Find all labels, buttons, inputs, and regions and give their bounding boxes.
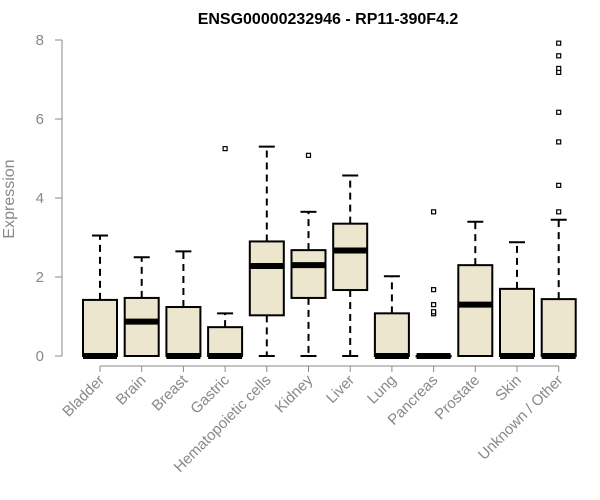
- x-tick-label-breast: Breast: [149, 371, 192, 414]
- box-skin: [499, 241, 535, 359]
- box-iqr: [499, 287, 535, 358]
- box-breast: [165, 250, 202, 359]
- box-iqr: [248, 240, 285, 317]
- box-iqr: [332, 222, 369, 292]
- outlier-point: [305, 152, 312, 158]
- outlier-point: [431, 209, 437, 215]
- x-tick-label-liver: Liver: [323, 372, 358, 407]
- outlier-point: [222, 146, 228, 152]
- box-iqr: [82, 298, 118, 358]
- outlier-point: [556, 65, 562, 72]
- y-tick-label: 0: [36, 348, 44, 365]
- y-tick-label: 2: [36, 269, 44, 286]
- y-tick-label: 8: [36, 32, 44, 49]
- outlier-point: [556, 109, 562, 115]
- box-hematopoietic-cells: [248, 145, 285, 357]
- box-iqr: [290, 249, 327, 299]
- box-iqr: [207, 326, 244, 358]
- x-tick-label-prostate: Prostate: [432, 372, 484, 424]
- y-axis-label: Expression: [1, 159, 18, 238]
- box-iqr: [540, 298, 577, 357]
- box-lung: [373, 275, 410, 359]
- outlier-point: [556, 139, 562, 145]
- axes-group: 0 2 4 6 8: [36, 32, 560, 372]
- outlier-point: [556, 182, 562, 188]
- boxes-group: [82, 40, 577, 359]
- chart-title: ENSG00000232946 - RP11-390F4.2: [198, 11, 459, 28]
- box-iqr: [165, 306, 202, 357]
- x-tick-label-kidney: Kidney: [272, 371, 317, 416]
- box-kidney: [290, 152, 327, 357]
- y-tick-label: 4: [36, 190, 44, 207]
- outlier-point: [556, 209, 562, 215]
- x-tick-label-brain: Brain: [113, 372, 150, 409]
- box-pancreas: [415, 209, 452, 359]
- y-tick-label: 6: [36, 111, 44, 128]
- x-tick-label-bladder: Bladder: [59, 372, 108, 421]
- box-prostate: [457, 220, 494, 357]
- outlier-point: [431, 287, 437, 293]
- x-tick-label-skin: Skin: [492, 372, 525, 405]
- x-tick-label-lung: Lung: [364, 372, 400, 408]
- box-gastric: [207, 146, 244, 359]
- box-iqr: [373, 312, 410, 357]
- box-unknown-other: [540, 40, 577, 359]
- outlier-point: [556, 40, 562, 46]
- box-liver: [332, 174, 369, 357]
- box-iqr: [123, 296, 160, 357]
- box-brain: [123, 256, 160, 357]
- outlier-point: [431, 309, 437, 315]
- box-iqr: [457, 264, 494, 357]
- outlier-point: [431, 302, 437, 308]
- box-bladder: [82, 234, 118, 359]
- outlier-point: [556, 53, 562, 59]
